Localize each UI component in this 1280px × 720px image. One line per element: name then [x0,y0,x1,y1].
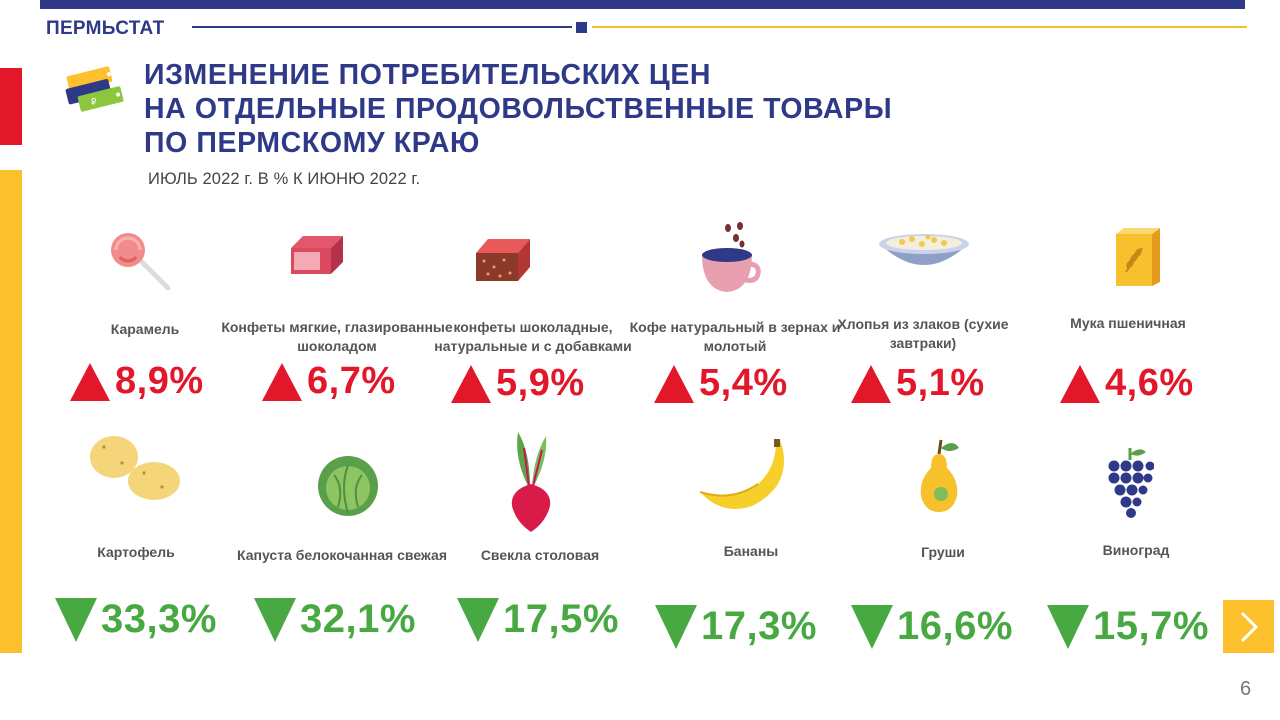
top-bar [40,0,1245,9]
price-change: 16,6% [851,604,1013,649]
item-label: Свекла столовая [480,547,600,563]
price-change: 8,9% [70,360,204,403]
item-label: конфеты шоколадные, натуральные и с доба… [434,319,632,354]
price-change: 5,9% [451,362,585,405]
item-label: Кофе натуральный в зернах и молотый [629,319,841,354]
increase-arrow-icon [262,362,302,401]
change-value: 15,7% [1093,604,1209,648]
price-change: 5,4% [654,362,788,405]
item-label: Бананы [723,543,779,559]
svg-text:₽: ₽ [90,97,98,108]
coffee-cup-icon [702,222,761,292]
price-change: 15,7% [1047,604,1209,649]
change-value: 16,6% [897,604,1013,648]
change-value: 5,9% [496,362,585,404]
title-line-2: НА ОТДЕЛЬНЫЕ ПРОДОВОЛЬСТВЕННЫЕ ТОВАРЫ [144,93,893,125]
increase-arrow-icon [70,362,110,401]
increase-arrow-icon [451,364,491,403]
price-change: 33,3% [55,597,217,642]
decrease-arrow-icon [851,604,893,649]
next-slide-button[interactable] [1223,600,1274,653]
item-label: Картофель [97,544,175,560]
price-tags-icon: ₽ [65,66,124,112]
decrease-arrow-icon [55,597,97,642]
cabbage-icon [318,456,378,516]
item-label: Капуста белокочанная свежая [237,547,447,563]
item-label: Хлопья из злаков (сухие завтраки) [837,316,1009,351]
item-label: Мука пшеничная [1070,315,1186,331]
soft-candy-icon [291,236,343,274]
change-value: 17,5% [503,597,619,641]
chevron-right-icon [1240,611,1258,642]
decrease-arrow-icon [1047,604,1089,649]
increase-arrow-icon [1060,364,1100,403]
price-change: 17,5% [457,597,619,642]
change-value: 5,4% [699,362,788,404]
change-value: 17,3% [701,604,817,648]
decrease-arrow-icon [254,597,296,642]
potato-icon [90,436,180,500]
side-accent-red [0,68,22,145]
change-value: 8,9% [115,360,204,402]
banana-icon [699,439,784,509]
decrease-arrow-icon [457,597,499,642]
item-label: Конфеты мягкие, глазированные шоколадом [221,319,453,354]
chocolate-candy-icon [476,239,530,281]
decrease-arrow-icon [655,604,697,649]
change-value: 33,3% [101,597,217,641]
price-change: 5,1% [851,362,985,405]
brand-name: ПЕРМЬСТАТ [46,18,165,39]
price-change: 6,7% [262,360,396,403]
side-accent-yellow [0,170,22,653]
header-divider-square [576,22,587,33]
header-divider-blue [192,26,572,28]
item-label: Карамель [110,321,180,337]
title-line-3: ПО ПЕРМСКОМУ КРАЮ [144,127,481,159]
lollipop-icon [111,233,171,291]
item-label: Груши [921,544,965,560]
increase-arrow-icon [654,364,694,403]
beet-icon [511,432,551,532]
flour-bag-icon [1116,228,1160,286]
change-value: 32,1% [300,597,416,641]
change-value: 5,1% [896,362,985,404]
header-divider-yellow [592,26,1247,28]
price-change: 32,1% [254,597,416,642]
title-line-1: ИЗМЕНЕНИЕ ПОТРЕБИТЕЛЬСКИХ ЦЕН [144,59,712,91]
page-subtitle: ИЮЛЬ 2022 г. В % К ИЮНЮ 2022 г. [148,170,421,188]
increase-arrow-icon [851,364,891,403]
cereal-bowl-icon [879,234,969,265]
page-number: 6 [1240,678,1252,700]
change-value: 6,7% [307,360,396,402]
price-change: 17,3% [655,604,817,649]
page-title: ИЗМЕНЕНИЕ ПОТРЕБИТЕЛЬСКИХ ЦЕН НА ОТДЕЛЬН… [144,58,892,160]
grapes-icon [1108,448,1154,518]
item-label: Виноград [1102,542,1170,558]
pear-icon [920,439,959,512]
change-value: 4,6% [1105,362,1194,404]
price-change: 4,6% [1060,362,1194,405]
